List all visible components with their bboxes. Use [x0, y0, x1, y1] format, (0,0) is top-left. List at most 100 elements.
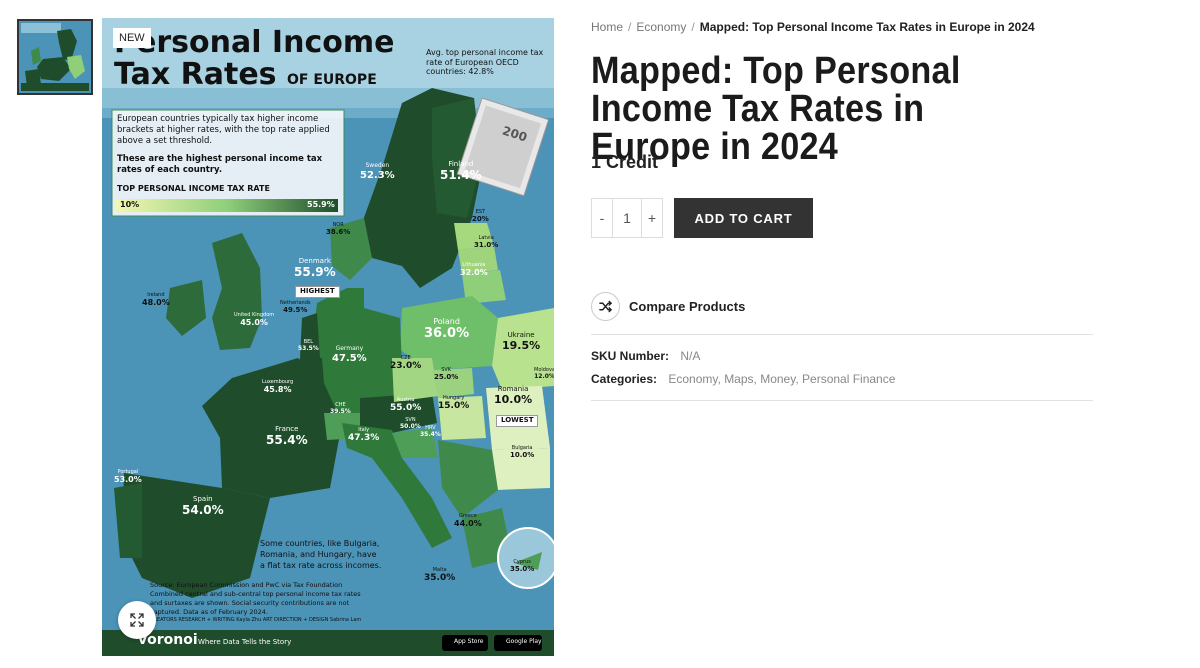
compare-products-label: Compare Products — [629, 299, 746, 314]
country-label: SVN 50.0% — [400, 417, 421, 430]
country-rate: 20% — [472, 214, 489, 223]
gallery-thumbnail[interactable] — [17, 19, 93, 95]
country-rate: 25.0% — [434, 372, 459, 381]
add-to-cart-button[interactable]: ADD TO CART — [674, 198, 813, 238]
image-source-line3: and surtaxes are shown. Social security … — [150, 599, 350, 607]
country-name: Lithuania — [462, 262, 486, 268]
country-label: Bulgaria 10.0% — [510, 445, 534, 459]
country-label: Germany 47.5% — [332, 345, 367, 363]
breadcrumb-current: Mapped: Top Personal Income Tax Rates in… — [699, 20, 1035, 34]
quantity-decrease-button[interactable]: - — [592, 199, 613, 237]
country-rate: 35.0% — [424, 572, 456, 583]
country-label: Ukraine 19.5% — [502, 331, 540, 352]
category-link-economy[interactable]: Economy — [668, 372, 718, 386]
country-rate: 31.0% — [474, 240, 499, 249]
quantity-input[interactable]: 1 — [623, 210, 631, 226]
compare-products-button[interactable]: Compare Products — [591, 292, 745, 321]
country-name: Sweden — [365, 162, 390, 169]
thumbnail-map-image — [19, 21, 91, 93]
shuffle-icon — [599, 300, 612, 313]
country-rate: 54.0% — [182, 502, 224, 517]
country-name: United Kingdom — [234, 312, 275, 318]
country-label: Italy 47.3% — [348, 427, 379, 443]
country-label: United Kingdom 45.0% — [234, 312, 275, 327]
product-price: 1 Credit — [591, 152, 659, 172]
country-name: Austria — [396, 397, 415, 403]
image-intro-text: European countries typically tax higher … — [117, 114, 330, 147]
country-name: Ireland — [147, 292, 165, 298]
country-label: Romania 10.0% — [494, 385, 533, 406]
country-rate: 44.0% — [454, 518, 482, 528]
breadcrumb-economy-link[interactable]: Economy — [636, 20, 687, 34]
image-note-line1: Some countries, like Bulgaria, — [260, 539, 380, 548]
category-link-money[interactable]: Money — [760, 372, 796, 386]
country-rate: 23.0% — [390, 360, 422, 371]
country-label: BEL 53.5% — [298, 339, 319, 352]
europe-tax-map — [102, 18, 554, 656]
image-source-line1: Source: European Commission and PwC via … — [150, 581, 343, 589]
country-label: NOR 38.6% — [326, 222, 350, 236]
breadcrumb-home-link[interactable]: Home — [591, 20, 624, 34]
country-rate: 51.4% — [440, 167, 482, 182]
divider — [591, 334, 1093, 335]
country-rate: 35.0% — [510, 564, 535, 573]
country-label: Moldova 12.0% — [534, 367, 554, 380]
country-label: Spain 54.0% — [182, 495, 224, 517]
country-name: BEL — [303, 339, 314, 345]
country-rate: 52.3% — [360, 169, 395, 181]
country-rate: 45.8% — [263, 384, 292, 394]
categories-row: Categories: Economy, Maps, Money, Person… — [591, 372, 896, 386]
quantity-increase-button[interactable]: + — [641, 199, 662, 237]
country-name: Romania — [497, 385, 529, 393]
image-app-store-badge: App Store — [454, 638, 484, 645]
image-brand-logo: voronoi — [138, 632, 198, 648]
country-name: CHE — [335, 402, 346, 408]
category-link-personal-finance[interactable]: Personal Finance — [802, 372, 896, 386]
image-legend-max: 55.9% — [307, 200, 335, 209]
image-legend-title: TOP PERSONAL INCOME TAX RATE — [117, 184, 270, 193]
image-note-line3: a flat tax rate across incomes. — [260, 561, 382, 570]
categories-label: Categories: — [591, 372, 658, 386]
image-legend-min: 10% — [120, 200, 140, 209]
image-title-suffix: OF EUROPE — [286, 72, 377, 88]
country-label: Ireland 48.0% — [142, 292, 170, 307]
divider — [591, 400, 1093, 401]
image-highest-tag: HIGHEST — [295, 286, 340, 298]
product-title: Mapped: Top Personal Income Tax Rates in… — [591, 50, 961, 168]
country-rate: 12.0% — [534, 372, 554, 380]
country-name: Greece — [458, 513, 477, 519]
country-label: Austria 55.0% — [390, 397, 421, 413]
country-label: Denmark 55.9% — [294, 257, 336, 279]
country-name: Portugal — [117, 469, 139, 475]
sku-label: SKU Number: — [591, 349, 670, 363]
new-badge: NEW — [113, 28, 151, 48]
country-rate: 53.0% — [114, 474, 142, 484]
country-rate: 48.0% — [142, 297, 170, 307]
category-link-maps[interactable]: Maps — [724, 372, 754, 386]
image-title-line1: Personal Income — [114, 25, 395, 60]
country-rate: 49.5% — [283, 305, 308, 314]
country-rate: 10.0% — [494, 392, 533, 406]
breadcrumb: Home / Economy / Mapped: Top Personal Income… — [591, 20, 1035, 34]
country-label: France 55.4% — [266, 425, 308, 447]
image-intro-bold: These are the highest personal income ta… — [117, 154, 323, 176]
country-name: NOR — [332, 222, 344, 228]
country-name: Denmark — [298, 257, 331, 265]
country-name: Malta — [432, 567, 447, 573]
country-name: Luxembourg — [262, 379, 294, 385]
product-main-image[interactable]: Personal Income Tax Rates OF EUROPE Avg.… — [102, 18, 554, 656]
country-name: Moldova — [534, 367, 554, 373]
image-title-line2: Tax Rates OF EUROPE — [114, 57, 377, 92]
expand-arrows-icon — [130, 613, 144, 627]
country-name: Bulgaria — [511, 445, 533, 451]
country-rate: 35.4% — [420, 430, 441, 438]
image-source-line2: Combined central and sub-central top per… — [150, 590, 361, 598]
breadcrumb-separator: / — [691, 20, 695, 34]
country-label: Hungary 15.0% — [438, 395, 469, 411]
sku-value: N/A — [680, 349, 701, 363]
image-tagline: Where Data Tells the Story — [198, 638, 292, 646]
image-google-play-badge: Google Play — [506, 638, 542, 645]
country-label: Sweden 52.3% — [360, 162, 395, 181]
country-label: HRV 35.4% — [420, 425, 441, 438]
zoom-button[interactable] — [118, 601, 156, 639]
